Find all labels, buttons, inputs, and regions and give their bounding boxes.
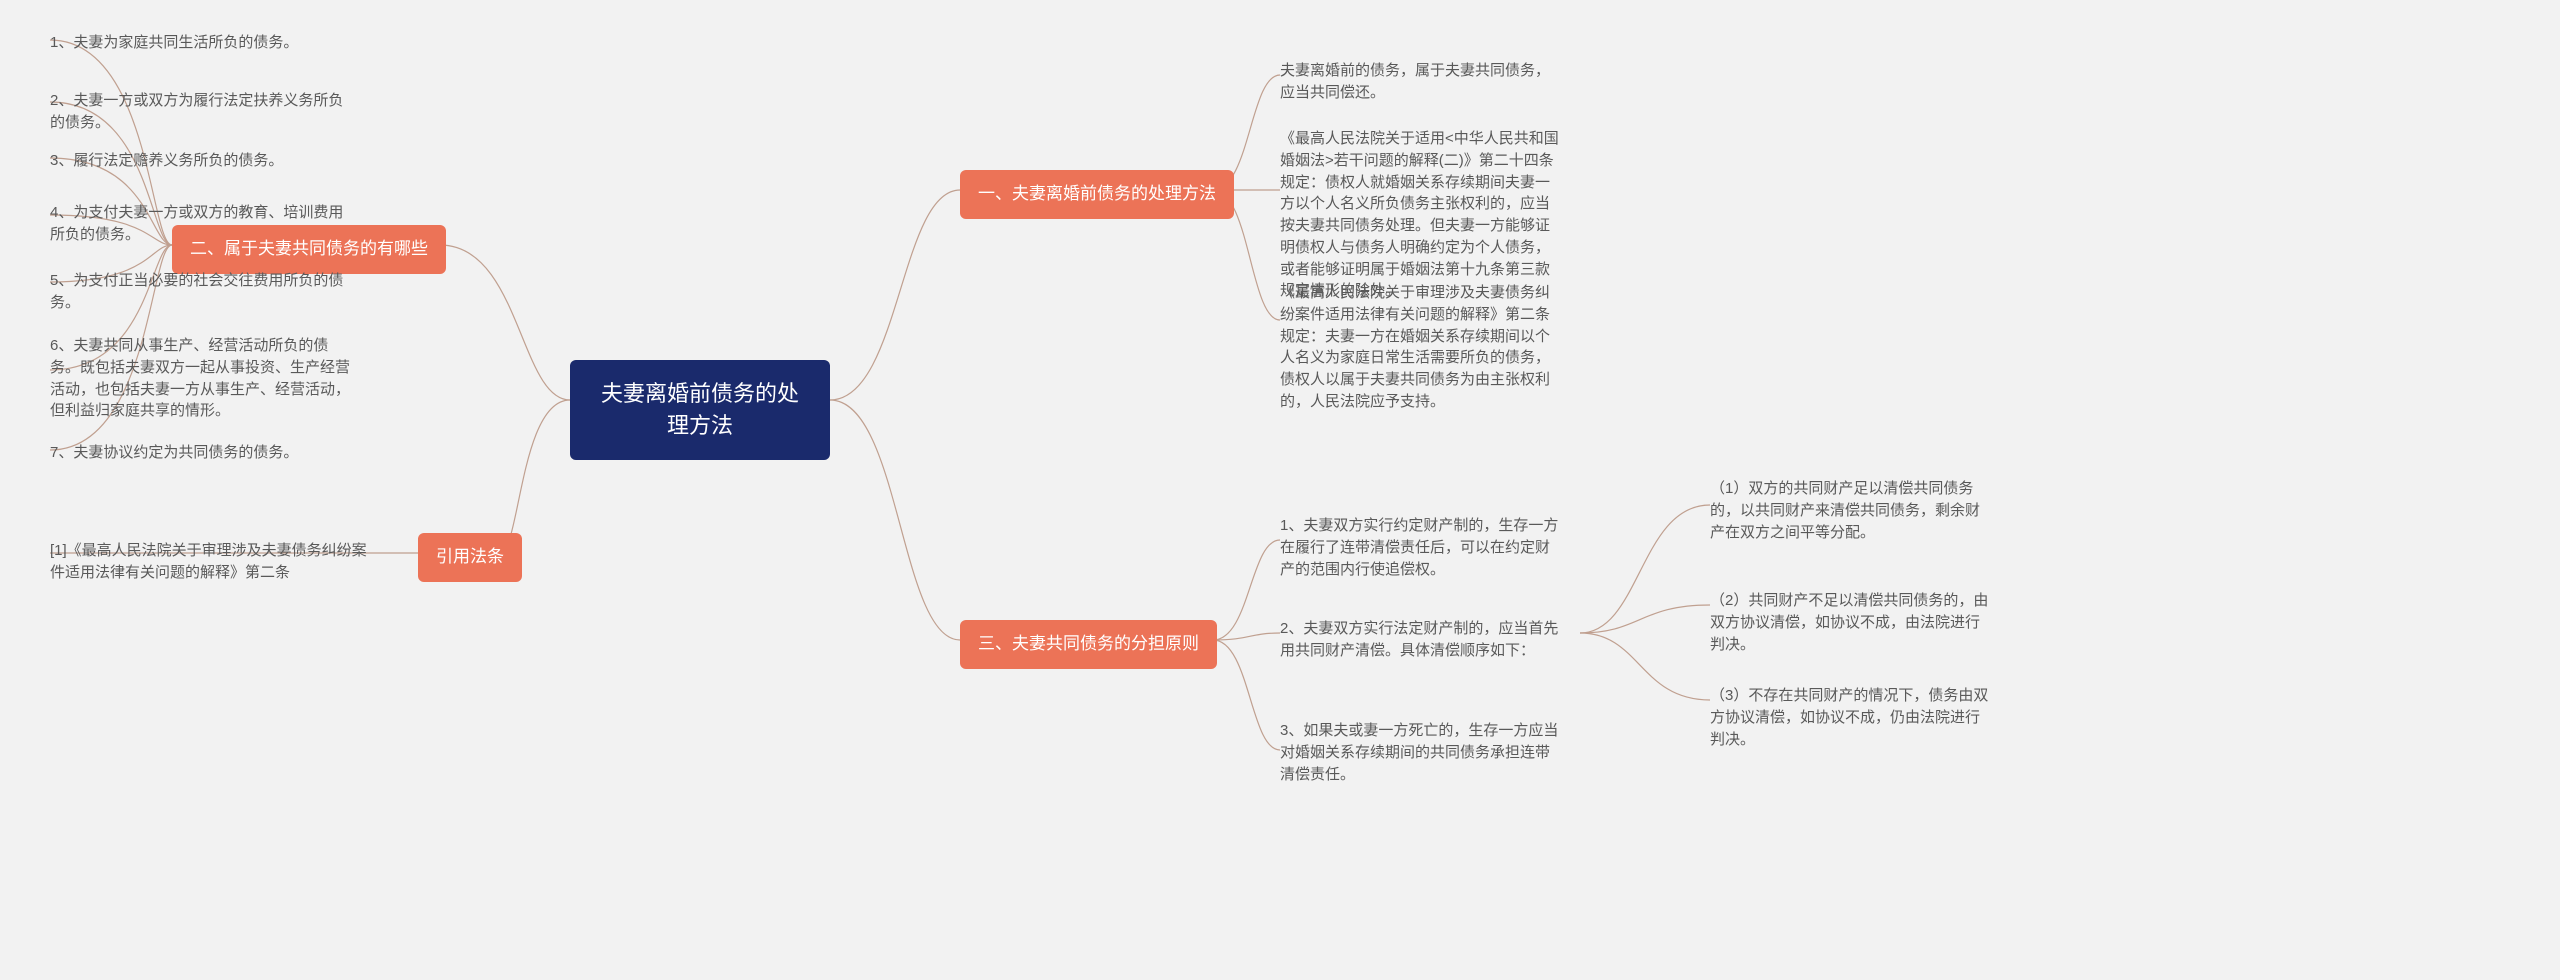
branch-2-leaf-6: 6、夫妻共同从事生产、经营活动所负的债务。既包括夫妻双方一起从事投资、生产经营活… bbox=[50, 335, 350, 422]
branch-1-leaf-2: 《最高人民法院关于适用<中华人民共和国婚姻法>若干问题的解释(二)》第二十四条规… bbox=[1280, 128, 1560, 302]
branch-3-sub-1: （1）双方的共同财产足以清偿共同债务的，以共同财产来清偿共同债务，剩余财产在双方… bbox=[1710, 478, 1990, 543]
branch-2-leaf-1: 1、夫妻为家庭共同生活所负的债务。 bbox=[50, 32, 350, 54]
branch-3-sub-3: （3）不存在共同财产的情况下，债务由双方协议清偿，如协议不成，仍由法院进行判决。 bbox=[1710, 685, 1990, 750]
branch-3-leaf-1: 1、夫妻双方实行约定财产制的，生存一方在履行了连带清偿责任后，可以在约定财产的范… bbox=[1280, 515, 1560, 580]
branch-2-leaf-3: 3、履行法定赡养义务所负的债务。 bbox=[50, 150, 350, 172]
branch-3: 三、夫妻共同债务的分担原则 bbox=[960, 620, 1217, 669]
branch-ref: 引用法条 bbox=[418, 533, 522, 582]
branch-3-leaf-2: 2、夫妻双方实行法定财产制的，应当首先用共同财产清偿。具体清偿顺序如下： bbox=[1280, 618, 1560, 662]
branch-1-leaf-3: 《最高人民法院关于审理涉及夫妻债务纠纷案件适用法律有关问题的解释》第二条规定：夫… bbox=[1280, 282, 1560, 413]
branch-2-leaf-7: 7、夫妻协议约定为共同债务的债务。 bbox=[50, 442, 350, 464]
branch-2-leaf-5: 5、为支付正当必要的社会交往费用所负的债务。 bbox=[50, 270, 350, 314]
branch-2-leaf-2: 2、夫妻一方或双方为履行法定扶养义务所负的债务。 bbox=[50, 90, 350, 134]
branch-ref-leaf: [1]《最高人民法院关于审理涉及夫妻债务纠纷案件适用法律有关问题的解释》第二条 bbox=[50, 540, 370, 584]
branch-3-sub-2: （2）共同财产不足以清偿共同债务的，由双方协议清偿，如协议不成，由法院进行判决。 bbox=[1710, 590, 1990, 655]
branch-3-leaf-3: 3、如果夫或妻一方死亡的，生存一方应当对婚姻关系存续期间的共同债务承担连带清偿责… bbox=[1280, 720, 1560, 785]
branch-1-leaf-1: 夫妻离婚前的债务，属于夫妻共同债务，应当共同偿还。 bbox=[1280, 60, 1560, 104]
root-node: 夫妻离婚前债务的处理方法 bbox=[570, 360, 830, 460]
branch-2-leaf-4: 4、为支付夫妻一方或双方的教育、培训费用所负的债务。 bbox=[50, 202, 350, 246]
branch-1: 一、夫妻离婚前债务的处理方法 bbox=[960, 170, 1234, 219]
